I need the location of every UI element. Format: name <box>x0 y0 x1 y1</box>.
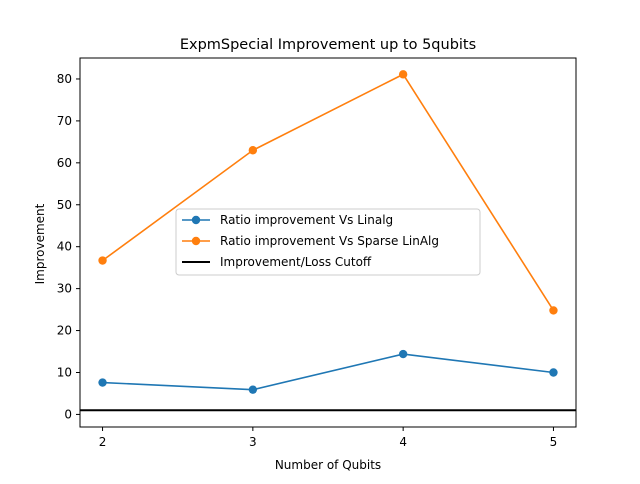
legend-label: Ratio improvement Vs Linalg <box>220 213 393 227</box>
series-2-point <box>248 146 258 155</box>
legend-swatch-marker <box>191 236 201 246</box>
y-tick-label: 50 <box>57 198 72 212</box>
series-2-point <box>398 70 408 79</box>
x-tick-label: 2 <box>99 435 107 449</box>
series-line-2 <box>102 73 555 311</box>
y-tick-label: 60 <box>57 156 72 170</box>
legend-label: Improvement/Loss Cutoff <box>220 255 372 269</box>
series-1-point <box>98 378 107 387</box>
legend-swatch-marker <box>191 215 201 225</box>
chart-title: ExpmSpecial Improvement up to 5qubits <box>180 37 476 53</box>
series-2-point <box>549 306 558 315</box>
x-tick-label: 4 <box>399 435 407 449</box>
x-tick-label: 5 <box>550 435 558 449</box>
plot-area: 0 10 20 30 40 50 60 70 80 2 3 4 5 <box>57 57 577 449</box>
x-axis-label: Number of Qubits <box>275 458 381 472</box>
x-tick-label: 3 <box>249 435 257 449</box>
legend-box <box>175 208 481 276</box>
plot-frame <box>79 57 577 428</box>
y-tick-label: 20 <box>57 324 72 338</box>
y-tick-label: 40 <box>57 240 72 254</box>
y-tick-label: 30 <box>57 282 72 296</box>
y-tick-label: 80 <box>57 72 72 86</box>
legend: Ratio improvement Vs Linalg Ratio improve… <box>175 208 481 276</box>
series-1-point <box>248 385 258 394</box>
series-1-point <box>549 368 558 377</box>
y-tick-label: 0 <box>64 407 72 421</box>
legend-label: Ratio improvement Vs Sparse LinAlg <box>220 234 439 248</box>
y-axis-label: Improvement <box>33 203 47 284</box>
y-tick-label: 10 <box>57 365 72 379</box>
series-1-point <box>398 349 408 359</box>
series-line-1 <box>102 353 554 391</box>
y-tick-label: 70 <box>57 114 72 128</box>
series-2-point <box>98 256 107 265</box>
